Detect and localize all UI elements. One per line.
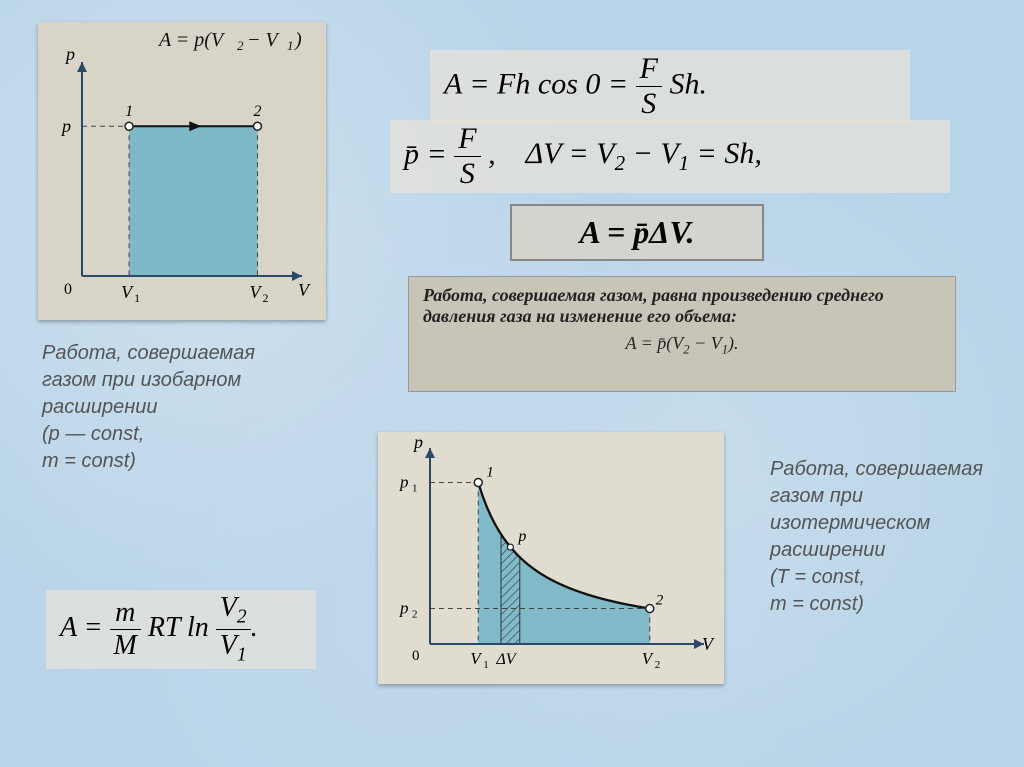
svg-text:0: 0: [64, 281, 72, 298]
theorem-text: Работа, совершаемая газом, равна произве…: [423, 285, 941, 327]
svg-text:p: p: [399, 473, 409, 492]
svg-text:p: p: [412, 432, 423, 452]
svg-text:V: V: [642, 649, 655, 668]
isothermal-pv-diagram: pV0p1p2V1V2ΔV12p: [378, 432, 724, 684]
svg-text:2: 2: [655, 659, 661, 671]
formula-pressure-deltaV: p̄ = FS ,ΔV = V2 − V1 = Sh,: [390, 120, 950, 193]
svg-text:1: 1: [287, 38, 294, 53]
svg-text:1: 1: [486, 465, 494, 481]
svg-text:p: p: [517, 528, 526, 545]
svg-text:V: V: [470, 649, 483, 668]
svg-text:p: p: [64, 44, 75, 64]
theorem-formula: A = p̄(V2 − V1).: [423, 333, 941, 358]
svg-text:1: 1: [134, 291, 140, 305]
svg-text:− V: − V: [247, 29, 280, 51]
svg-text:2: 2: [412, 609, 418, 621]
svg-text:2: 2: [262, 291, 268, 305]
svg-text:2: 2: [237, 38, 244, 53]
caption-isothermal: Работа, совершаемая газом при изотермиче…: [770, 456, 1000, 618]
isobaric-graph-panel: A = p(V2 − V1)ppV0V1V212: [38, 22, 326, 320]
svg-text:p: p: [60, 116, 71, 136]
svg-text:1: 1: [125, 103, 133, 120]
svg-text:p: p: [399, 599, 409, 618]
theorem-box: Работа, совершаемая газом, равна произве…: [408, 276, 956, 392]
svg-text:1: 1: [412, 483, 418, 495]
svg-text:V: V: [249, 282, 262, 302]
svg-text:V: V: [298, 280, 311, 300]
svg-text:0: 0: [412, 648, 420, 664]
formula-work-pdv: A = p̄ΔV.: [510, 204, 764, 261]
svg-text:): ): [294, 29, 302, 51]
svg-text:V: V: [121, 282, 134, 302]
svg-text:2: 2: [656, 593, 664, 609]
formula-work-force: A = Fh cos 0 = FS Sh.: [430, 50, 910, 123]
svg-text:1: 1: [483, 659, 489, 671]
svg-text:ΔV: ΔV: [495, 651, 517, 668]
isothermal-graph-panel: pV0p1p2V1V2ΔV12p: [378, 432, 724, 684]
svg-text:2: 2: [253, 103, 261, 120]
formula-work-isothermal: A = mM RT ln V2V1.: [46, 590, 316, 669]
isobaric-pv-diagram: A = p(V2 − V1)ppV0V1V212: [38, 22, 326, 320]
svg-text:V: V: [702, 634, 715, 654]
svg-text:A = p(V: A = p(V: [157, 29, 226, 51]
caption-isobaric: Работа, совершаемая газом при изобарном …: [42, 340, 272, 475]
